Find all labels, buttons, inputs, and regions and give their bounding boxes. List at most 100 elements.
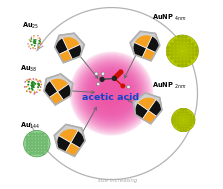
Circle shape (172, 108, 195, 132)
Wedge shape (50, 79, 68, 92)
Circle shape (177, 42, 180, 46)
Circle shape (184, 50, 188, 53)
Circle shape (177, 114, 179, 116)
Circle shape (34, 42, 36, 43)
Circle shape (174, 46, 177, 49)
Circle shape (177, 127, 179, 129)
Circle shape (33, 39, 35, 41)
Circle shape (181, 35, 184, 39)
Circle shape (39, 133, 41, 136)
Circle shape (118, 69, 123, 74)
Circle shape (26, 136, 29, 139)
Circle shape (76, 58, 147, 129)
Circle shape (40, 44, 41, 45)
Circle shape (195, 50, 198, 53)
Circle shape (45, 136, 48, 139)
Circle shape (182, 122, 184, 124)
Circle shape (42, 142, 45, 145)
Circle shape (180, 129, 182, 132)
Circle shape (35, 41, 36, 43)
Circle shape (35, 48, 36, 49)
Circle shape (28, 46, 30, 47)
Circle shape (190, 124, 192, 126)
Circle shape (40, 81, 41, 83)
Wedge shape (56, 50, 74, 63)
Circle shape (32, 81, 34, 83)
Circle shape (187, 122, 190, 124)
Text: Au$_{144}$: Au$_{144}$ (20, 121, 40, 131)
Circle shape (39, 142, 41, 145)
Circle shape (177, 122, 179, 124)
Circle shape (32, 47, 33, 49)
Circle shape (181, 39, 184, 42)
Circle shape (34, 91, 35, 93)
Circle shape (38, 84, 40, 86)
Circle shape (187, 124, 190, 126)
Circle shape (185, 116, 187, 119)
Wedge shape (71, 131, 85, 149)
Circle shape (32, 133, 35, 136)
Circle shape (174, 114, 177, 116)
Circle shape (34, 83, 36, 85)
Circle shape (74, 56, 149, 131)
Circle shape (31, 82, 33, 84)
Circle shape (182, 124, 184, 126)
Wedge shape (135, 103, 148, 121)
Circle shape (170, 57, 173, 60)
Circle shape (174, 119, 177, 121)
Circle shape (180, 127, 182, 129)
Circle shape (120, 84, 125, 88)
Circle shape (35, 149, 38, 151)
Circle shape (182, 127, 184, 129)
Text: Au$_{38}$: Au$_{38}$ (20, 64, 37, 74)
Circle shape (29, 91, 31, 93)
Circle shape (26, 139, 29, 142)
Circle shape (39, 37, 40, 39)
Circle shape (70, 52, 153, 135)
Circle shape (177, 116, 179, 119)
Circle shape (26, 91, 28, 92)
Circle shape (32, 142, 35, 145)
Circle shape (45, 142, 48, 145)
Circle shape (45, 149, 48, 151)
Circle shape (39, 40, 41, 41)
Circle shape (71, 53, 152, 134)
Wedge shape (47, 92, 65, 105)
Circle shape (33, 35, 35, 36)
Circle shape (97, 82, 100, 86)
Circle shape (39, 149, 41, 151)
Circle shape (181, 60, 184, 63)
Circle shape (177, 60, 180, 63)
Circle shape (182, 108, 184, 111)
Circle shape (185, 111, 187, 113)
Circle shape (33, 78, 34, 80)
Circle shape (192, 119, 195, 121)
Circle shape (177, 53, 180, 56)
Circle shape (35, 43, 36, 44)
Text: AuNP $_{4nm}$: AuNP $_{4nm}$ (152, 13, 187, 23)
Circle shape (191, 42, 195, 46)
Circle shape (180, 111, 182, 113)
Circle shape (27, 43, 29, 45)
Circle shape (45, 146, 48, 148)
Circle shape (95, 72, 98, 75)
Circle shape (29, 133, 32, 136)
Circle shape (190, 114, 192, 116)
Circle shape (188, 42, 191, 46)
Circle shape (26, 149, 29, 151)
Polygon shape (44, 74, 73, 105)
Circle shape (29, 136, 32, 139)
Circle shape (184, 46, 188, 49)
Circle shape (38, 47, 39, 48)
Wedge shape (57, 136, 71, 154)
Circle shape (187, 127, 190, 129)
Circle shape (26, 142, 29, 145)
Polygon shape (130, 31, 160, 61)
Circle shape (187, 116, 190, 119)
Circle shape (39, 41, 41, 43)
Circle shape (35, 139, 38, 142)
Text: acetic acid: acetic acid (82, 93, 139, 102)
Circle shape (25, 86, 27, 88)
Circle shape (177, 35, 180, 39)
Circle shape (177, 111, 179, 113)
